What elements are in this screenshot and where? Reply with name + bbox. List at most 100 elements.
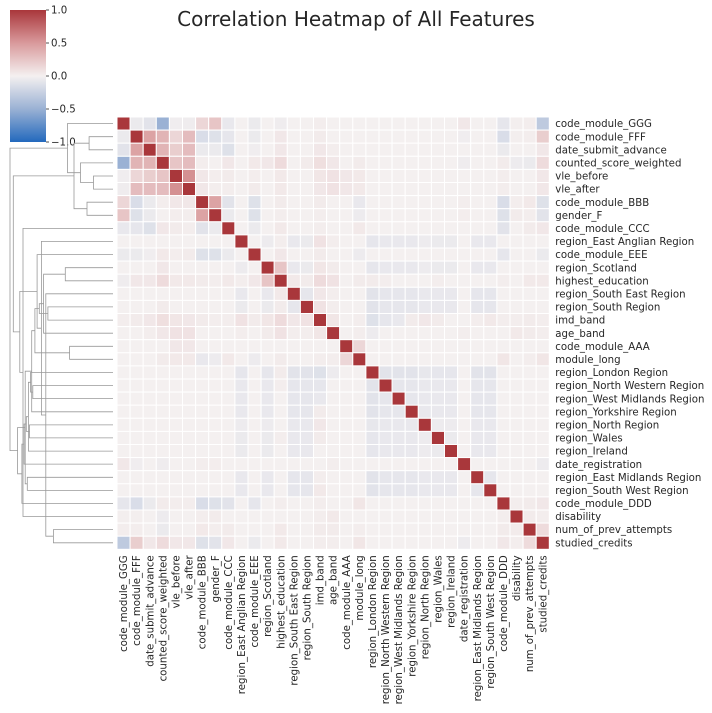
heatmap-cell — [444, 470, 459, 485]
heatmap-cell — [234, 234, 249, 249]
heatmap-cell — [496, 129, 511, 144]
heatmap-cell — [378, 496, 393, 511]
heatmap-cell — [457, 208, 472, 223]
heatmap-cell — [509, 221, 524, 236]
heatmap-cell — [299, 483, 314, 498]
heatmap-cell — [116, 509, 131, 524]
heatmap-cell — [417, 299, 432, 314]
heatmap-cell — [417, 168, 432, 183]
heatmap-cell — [286, 326, 301, 341]
heatmap-cell — [378, 352, 393, 367]
heatmap-cell — [430, 208, 445, 223]
heatmap-cell — [483, 378, 498, 393]
heatmap-cell — [378, 509, 393, 524]
heatmap-cell — [522, 182, 537, 197]
heatmap-cell — [339, 457, 354, 472]
heatmap-cell — [129, 535, 144, 550]
heatmap-cell — [470, 182, 485, 197]
heatmap-cell — [221, 457, 236, 472]
heatmap-cell — [509, 168, 524, 183]
heatmap-cell — [535, 417, 550, 432]
heatmap-cell — [221, 352, 236, 367]
heatmap-cell — [234, 522, 249, 537]
heatmap-cell — [430, 326, 445, 341]
heatmap-cell — [195, 535, 210, 550]
heatmap-cell — [339, 339, 354, 354]
heatmap-cell — [313, 273, 328, 288]
heatmap-cell — [168, 129, 183, 144]
heatmap-cell — [417, 430, 432, 445]
heatmap-cell — [535, 116, 550, 131]
heatmap-cell — [208, 116, 223, 131]
heatmap-cell — [116, 129, 131, 144]
heatmap-cell — [417, 155, 432, 170]
heatmap-cell — [142, 535, 157, 550]
heatmap-cell — [299, 260, 314, 275]
heatmap-cell — [444, 483, 459, 498]
heatmap-cell — [182, 221, 197, 236]
heatmap-cell — [404, 182, 419, 197]
heatmap-cell — [522, 286, 537, 301]
heatmap-cell — [339, 129, 354, 144]
heatmap-cell — [365, 326, 380, 341]
heatmap-cell — [444, 535, 459, 550]
heatmap-cell — [116, 247, 131, 262]
heatmap-cell — [221, 444, 236, 459]
heatmap-cell — [417, 391, 432, 406]
heatmap-cell — [313, 378, 328, 393]
heatmap-cell — [522, 168, 537, 183]
heatmap-cell — [247, 182, 262, 197]
heatmap-cell — [286, 417, 301, 432]
colorbar-tick-label: 1.0 — [51, 6, 67, 17]
heatmap-cell — [496, 339, 511, 354]
heatmap-cell — [273, 142, 288, 157]
heatmap-cell — [444, 208, 459, 223]
row-tick-label: region_North Region — [555, 421, 659, 432]
heatmap-cell — [234, 391, 249, 406]
row-dendrogram — [9, 123, 113, 544]
heatmap-cell — [417, 326, 432, 341]
heatmap-cell — [313, 221, 328, 236]
heatmap-cell — [286, 299, 301, 314]
heatmap-cell — [522, 470, 537, 485]
heatmap-cell — [430, 155, 445, 170]
heatmap-cell — [378, 430, 393, 445]
heatmap-cell — [247, 116, 262, 131]
heatmap-cell — [221, 234, 236, 249]
heatmap-cell — [260, 129, 275, 144]
heatmap-cell — [182, 182, 197, 197]
column-tick-label: disability — [512, 555, 523, 601]
row-tick-label: studied_credits — [555, 538, 632, 549]
heatmap-cell — [509, 417, 524, 432]
heatmap-cell — [391, 195, 406, 210]
row-tick-label: num_of_prev_attempts — [555, 525, 672, 536]
heatmap-cell — [234, 483, 249, 498]
heatmap-cell — [378, 378, 393, 393]
heatmap-cell — [522, 234, 537, 249]
heatmap-cell — [299, 352, 314, 367]
heatmap-cell — [457, 522, 472, 537]
heatmap-cell — [509, 496, 524, 511]
heatmap-cell — [116, 313, 131, 328]
heatmap-cell — [470, 221, 485, 236]
heatmap-cell — [247, 391, 262, 406]
heatmap-cell — [496, 221, 511, 236]
heatmap-cell — [182, 535, 197, 550]
heatmap-cell — [260, 483, 275, 498]
heatmap-cell — [483, 221, 498, 236]
heatmap-cell — [404, 365, 419, 380]
heatmap-cell — [313, 496, 328, 511]
heatmap-cell — [352, 260, 367, 275]
heatmap-cell — [208, 299, 223, 314]
heatmap-cell — [326, 365, 341, 380]
heatmap-cell — [142, 182, 157, 197]
heatmap-cell — [182, 260, 197, 275]
heatmap-cell — [417, 483, 432, 498]
heatmap-cell — [522, 339, 537, 354]
heatmap-cell — [155, 470, 170, 485]
heatmap-cell — [326, 483, 341, 498]
heatmap-cell — [404, 116, 419, 131]
row-tick-label: counted_score_weighted — [555, 159, 681, 170]
heatmap-cell — [155, 444, 170, 459]
heatmap-cell — [378, 247, 393, 262]
